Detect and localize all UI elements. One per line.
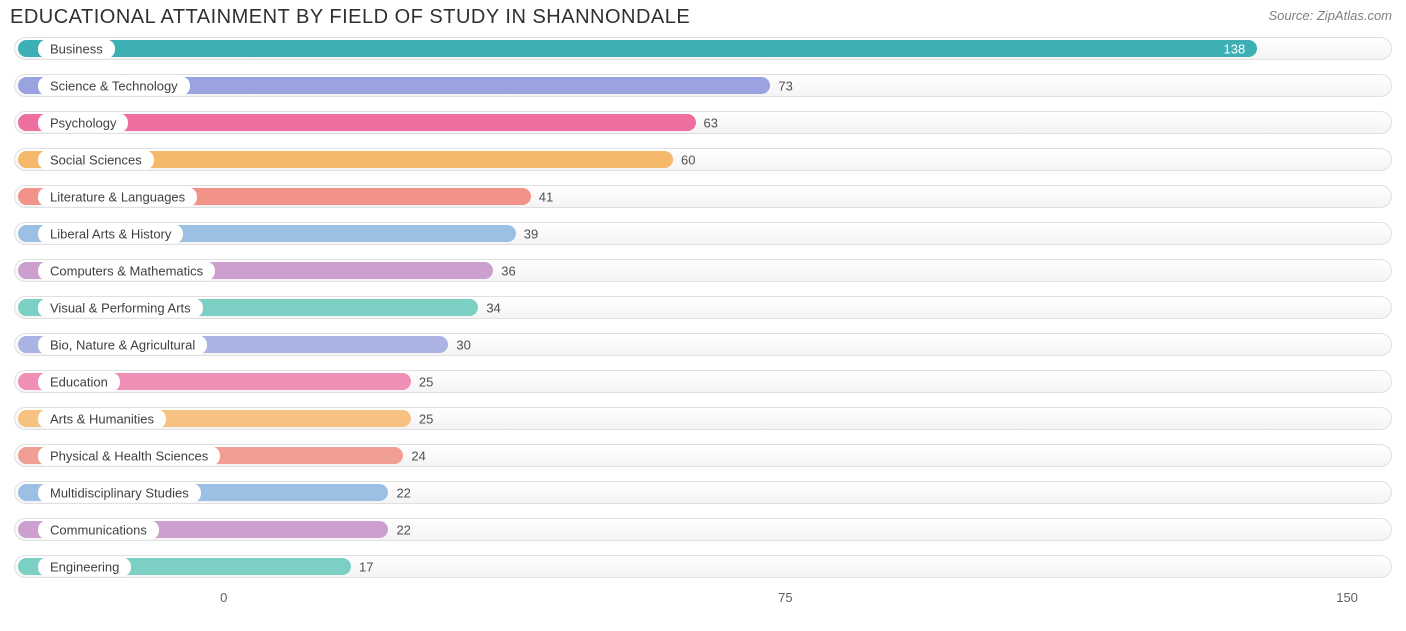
- bar-category-label: Communications: [38, 520, 159, 539]
- bar-row: Psychology 63: [14, 107, 1392, 138]
- x-axis: 0 75 150: [14, 588, 1392, 612]
- bar-row: Literature & Languages 41: [14, 181, 1392, 212]
- bar-value-label: 17: [359, 559, 373, 574]
- bar-row: Computers & Mathematics 36: [14, 255, 1392, 286]
- bar-value-label: 41: [539, 189, 553, 204]
- bar-value-label: 25: [419, 374, 433, 389]
- bar-value-label: 63: [704, 115, 718, 130]
- bar-row: Science & Technology 73: [14, 70, 1392, 101]
- chart-title: EDUCATIONAL ATTAINMENT BY FIELD OF STUDY…: [10, 6, 690, 29]
- bar-row: Multidisciplinary Studies 22: [14, 477, 1392, 508]
- bar-value-label: 60: [681, 152, 695, 167]
- bar-fill: [18, 40, 1257, 57]
- bar-row: Business 138: [14, 33, 1392, 64]
- bar-category-label: Computers & Mathematics: [38, 261, 215, 280]
- bar-value-label: 22: [396, 522, 410, 537]
- bar-category-label: Social Sciences: [38, 150, 154, 169]
- bar-category-label: Literature & Languages: [38, 187, 197, 206]
- bar-value-label: 39: [524, 226, 538, 241]
- bar-value-label: 22: [396, 485, 410, 500]
- axis-tick: 150: [1336, 590, 1358, 605]
- bar-row: Visual & Performing Arts 34: [14, 292, 1392, 323]
- bar-row: Physical & Health Sciences 24: [14, 440, 1392, 471]
- bar-category-label: Liberal Arts & History: [38, 224, 183, 243]
- bar-row: Bio, Nature & Agricultural 30: [14, 329, 1392, 360]
- axis-tick: 0: [220, 590, 227, 605]
- bar-category-label: Business: [38, 39, 115, 58]
- bar-value-label: 34: [486, 300, 500, 315]
- bar-category-label: Multidisciplinary Studies: [38, 483, 201, 502]
- bar-row: Social Sciences 60: [14, 144, 1392, 175]
- bar-row: Engineering 17: [14, 551, 1392, 582]
- bar-value-label: 36: [501, 263, 515, 278]
- bar-row: Communications 22: [14, 514, 1392, 545]
- chart-source: Source: ZipAtlas.com: [1268, 6, 1392, 23]
- bar-value-label: 30: [456, 337, 470, 352]
- bar-category-label: Education: [38, 372, 120, 391]
- bar-value-label: 24: [411, 448, 425, 463]
- bar-row: Liberal Arts & History 39: [14, 218, 1392, 249]
- bar-chart: Business 138 Science & Technology 73 Psychol…: [0, 33, 1406, 582]
- chart-header: EDUCATIONAL ATTAINMENT BY FIELD OF STUDY…: [0, 0, 1406, 33]
- bar-category-label: Arts & Humanities: [38, 409, 166, 428]
- bar-category-label: Engineering: [38, 557, 131, 576]
- bar-category-label: Bio, Nature & Agricultural: [38, 335, 207, 354]
- bar-value-label: 73: [778, 78, 792, 93]
- bar-category-label: Physical & Health Sciences: [38, 446, 220, 465]
- bar-value-label: 25: [419, 411, 433, 426]
- bar-row: Arts & Humanities 25: [14, 403, 1392, 434]
- axis-tick: 75: [778, 590, 792, 605]
- bar-row: Education 25: [14, 366, 1392, 397]
- bar-category-label: Visual & Performing Arts: [38, 298, 203, 317]
- bar-value-label: 138: [1224, 41, 1246, 56]
- bar-category-label: Psychology: [38, 113, 128, 132]
- bar-category-label: Science & Technology: [38, 76, 190, 95]
